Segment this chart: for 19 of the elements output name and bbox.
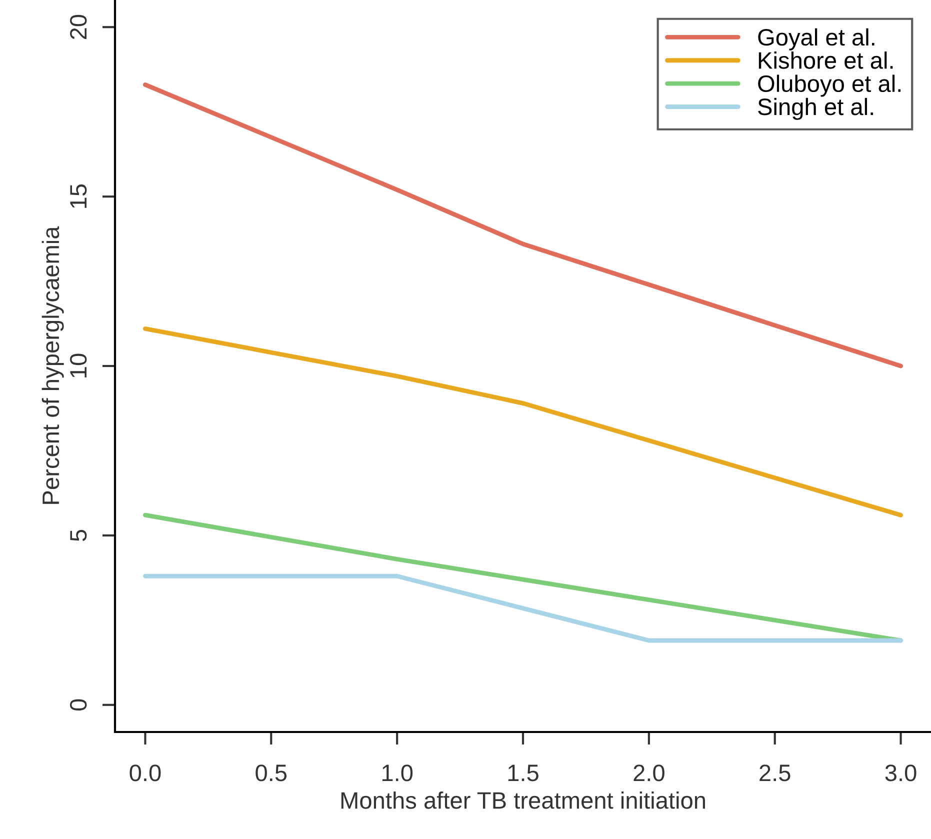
y-tick-label: 15 xyxy=(70,184,87,208)
y-tick-label: 10 xyxy=(70,354,87,378)
legend-label: Oluboyo et al. xyxy=(758,74,901,97)
x-tick-label: 0.5 xyxy=(256,764,287,782)
legend-label: Singh et al. xyxy=(758,98,873,120)
x-tick-label: 2.5 xyxy=(760,764,790,782)
y-tick-label: 0 xyxy=(70,699,87,711)
y-tick-label: 5 xyxy=(70,530,87,542)
x-tick-label: 2.0 xyxy=(634,764,664,782)
legend-label: Goyal et al. xyxy=(758,28,874,50)
x-tick-label: 0.0 xyxy=(130,764,161,782)
x-tick-label: 1.5 xyxy=(508,764,538,782)
x-tick-label: 3.0 xyxy=(885,764,916,782)
legend-label: Kishore et al. xyxy=(758,52,893,69)
line-series xyxy=(142,326,904,518)
y-axis-title: Percent of hyperglycaemia xyxy=(42,226,64,504)
x-axis-title: Months after TB treatment initiation xyxy=(341,792,705,809)
x-tick-label: 1.0 xyxy=(382,764,413,782)
y-tick-label: 20 xyxy=(70,14,87,40)
